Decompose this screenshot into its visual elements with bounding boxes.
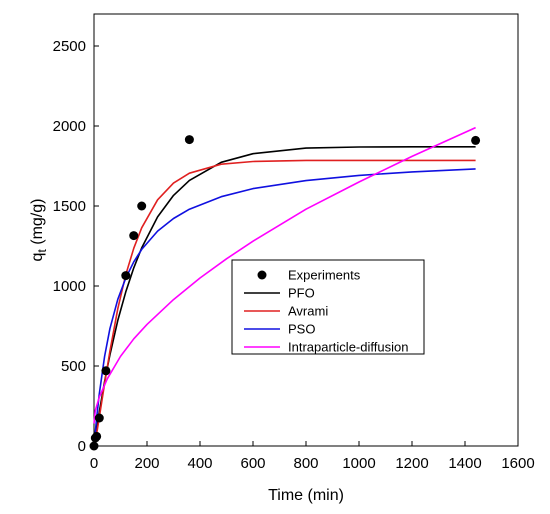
legend-label: PSO (288, 322, 315, 337)
y-tick-label: 500 (61, 358, 86, 375)
experiment-point (137, 201, 147, 211)
x-tick-label: 1000 (342, 455, 375, 472)
legend: Experiments PFO Avrami PSO Intraparticle-dif… (231, 259, 425, 355)
x-tick-label: 400 (187, 455, 212, 472)
y-tick-label: 0 (78, 438, 86, 455)
plot-frame (93, 13, 519, 447)
series-line-avrami (93, 159, 476, 447)
x-tick-label: 1600 (501, 455, 534, 472)
x-axis-ticks: 0 200 400 600 800 1000 1200 1400 1600 (90, 441, 535, 472)
legend-label: Experiments (288, 268, 361, 283)
y-axis-title-main: q (29, 253, 46, 262)
experiment-point (471, 135, 481, 145)
experiment-point (129, 231, 139, 241)
experiment-point (94, 413, 104, 423)
y-axis-title-rest: (mg/g) (29, 199, 46, 250)
x-axis-title: Time (min) (268, 487, 344, 504)
x-tick-label: 600 (240, 455, 265, 472)
x-tick-label: 200 (134, 455, 159, 472)
y-axis-title: qt (mg/g) (29, 199, 49, 262)
legend-label: Intraparticle-diffusion (288, 340, 408, 355)
x-tick-label: 1400 (448, 455, 481, 472)
y-tick-label: 2000 (53, 118, 86, 135)
y-axis-title-subscript: t (35, 249, 49, 253)
y-tick-label: 1500 (53, 198, 86, 215)
legend-label: PFO (288, 286, 315, 301)
y-tick-label: 2500 (53, 38, 86, 55)
experiment-point (89, 441, 99, 451)
series-layer (89, 126, 481, 451)
x-tick-label: 800 (293, 455, 318, 472)
legend-marker (257, 270, 267, 280)
x-tick-label: 0 (90, 455, 98, 472)
series-line-intraparticle-diffusion (93, 126, 476, 424)
series-line-pso (93, 168, 476, 447)
y-tick-label: 1000 (53, 278, 86, 295)
y-axis-ticks: 0 500 1000 1500 2000 2500 (53, 38, 99, 455)
experiment-point (184, 135, 194, 145)
experiment-point (121, 271, 131, 281)
experiment-point (101, 366, 111, 376)
legend-label: Avrami (288, 304, 328, 319)
x-tick-label: 1200 (395, 455, 428, 472)
experiment-point (92, 431, 102, 441)
